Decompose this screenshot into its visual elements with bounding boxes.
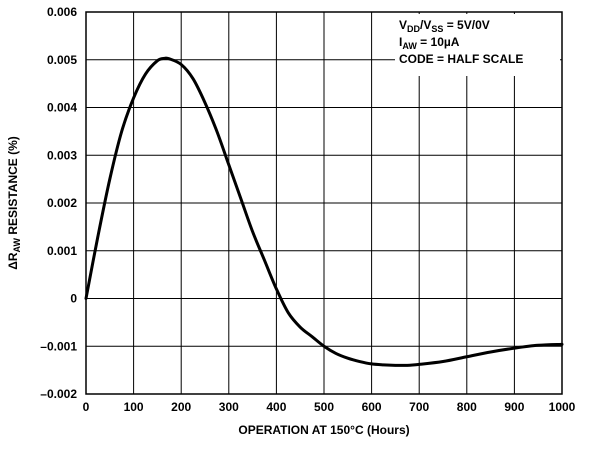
series-layer: [84, 56, 564, 367]
annotation-background: [395, 14, 560, 76]
y-tick-label: 0.005: [47, 53, 77, 67]
annotation-line: CODE = HALF SCALE: [399, 52, 523, 66]
plot-frame: [85, 11, 563, 395]
y-tick-label: 0.002: [47, 196, 77, 210]
x-axis-title: OPERATION AT 150°C (Hours): [238, 423, 409, 437]
x-tick-label: 600: [362, 400, 382, 414]
y-tick-label: –0.002: [40, 387, 77, 401]
y-axis-title: ΔRAW RESISTANCE (%): [6, 136, 22, 270]
y-tick-label: 0: [70, 292, 77, 306]
y-tick-label: 0.004: [47, 101, 77, 115]
x-tick-label: 300: [219, 400, 239, 414]
x-tick-label: 500: [314, 400, 334, 414]
annotation-line: VDD/VSS = 5V/0V: [399, 18, 490, 34]
y-axis-ticks: –0.002 –0.001 0 0.001 0.002 0.003 0.004 0.005 0.…: [40, 5, 77, 401]
y-tick-label: 0.003: [47, 148, 77, 162]
x-tick-label: 900: [504, 400, 524, 414]
x-tick-label: 100: [124, 400, 144, 414]
x-tick-label: 400: [266, 400, 286, 414]
series-line-0: [84, 56, 564, 367]
x-tick-label: 0: [83, 400, 90, 414]
x-tick-label: 1000: [549, 400, 576, 414]
x-tick-label: 800: [457, 400, 477, 414]
x-tick-label: 700: [409, 400, 429, 414]
x-tick-label: 200: [171, 400, 191, 414]
x-axis-ticks: 0 100 200 300 400 500 600 700 800 900 1000: [83, 400, 576, 414]
annotation-line: IAW = 10µA: [399, 35, 460, 51]
y-tick-label: 0.001: [47, 244, 77, 258]
y-tick-label: –0.001: [40, 339, 77, 353]
y-tick-label: 0.006: [47, 5, 77, 19]
